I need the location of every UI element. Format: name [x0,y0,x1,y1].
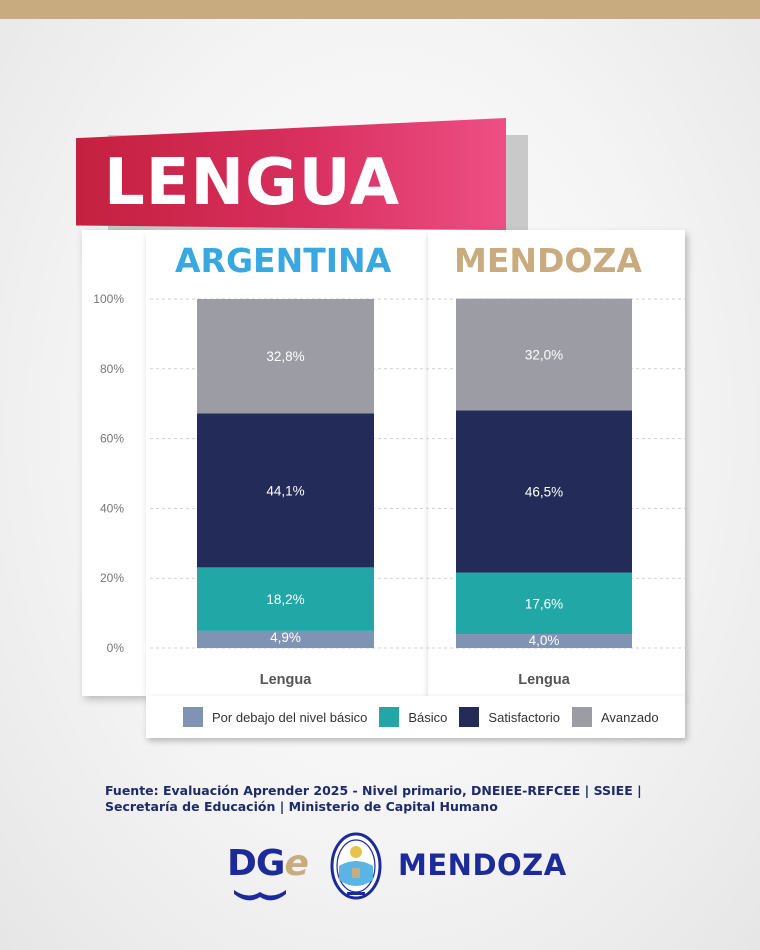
bar-segment [456,410,632,573]
book-icon [234,890,286,901]
legend-item: Satisfactorio [459,707,560,727]
data-label: 4,9% [270,630,301,645]
source-note: Fuente: Evaluación Aprender 2025 - Nivel… [105,783,642,814]
bar-segment [456,572,632,635]
bar-segment [197,413,374,568]
data-label: 18,2% [266,592,304,607]
y-tick-label: 0% [107,641,125,655]
y-tick-label: 40% [100,501,124,515]
bar-segment [197,299,374,414]
data-label: 44,1% [266,483,304,498]
data-label: 4,0% [529,633,560,648]
legend-label: Por debajo del nivel básico [212,709,368,725]
x-category-label: Lengua [518,672,570,688]
dge-logo-prefix: DG [227,843,285,884]
legend-swatch [183,707,203,727]
y-tick-label: 100% [93,292,124,306]
bar-segment [456,634,632,648]
y-tick-label: 20% [100,571,124,585]
legend-label: Avanzado [600,709,659,725]
data-label: 32,8% [266,349,304,364]
y-tick-label: 60% [100,432,124,446]
axis-panel [82,230,146,696]
legend-item: Avanzado [571,707,659,727]
mendoza-seal-icon [330,832,382,900]
argentina-title: ARGENTINA [175,241,392,280]
page-title: LENGUA [104,146,401,220]
legend: Por debajo del nivel básico Básico Satisfa… [183,706,671,728]
bar-segment [456,298,632,411]
mendoza-title: MENDOZA [454,241,642,280]
stacked-bar-charts: 0% 20% 40% 60% 80% 100% 4,9% 18,2% 44,1% 32,8% Len… [93,292,685,688]
x-category-label: Lengua [260,672,312,688]
dge-logo: DGe [227,843,309,887]
data-label: 46,5% [525,484,563,499]
bar-segment [197,567,374,631]
legend-swatch [571,707,592,727]
legend-item: Básico [379,707,447,727]
top-strip [0,0,760,19]
legend-label: Básico [408,709,448,725]
legend-label: Satisfactorio [488,709,560,725]
dge-logo-suffix: e [284,843,308,884]
data-label: 17,6% [525,596,563,611]
legend-box [146,696,685,738]
title-banner [76,118,506,230]
legend-swatch [459,707,480,727]
legend-item: Por debajo del nivel básico [183,707,367,727]
legend-swatch [379,707,400,727]
bar-segment [197,630,374,648]
data-label: 32,0% [525,347,563,362]
y-tick-label: 80% [100,362,124,376]
mendoza-brand: MENDOZA [398,848,567,882]
